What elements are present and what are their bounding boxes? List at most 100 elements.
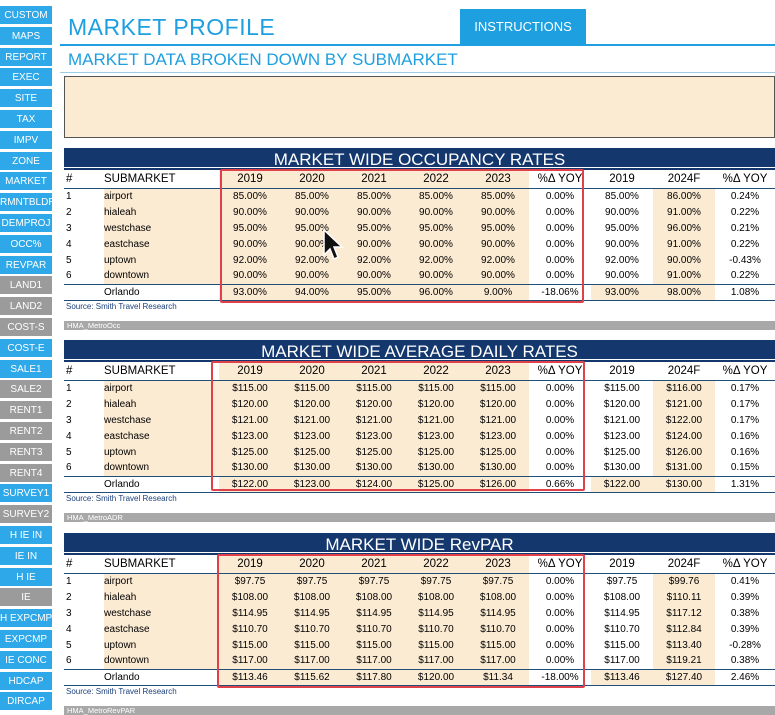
submarket-cell[interactable]: Orlando <box>104 475 219 493</box>
value-cell[interactable]: $110.70 <box>343 621 405 637</box>
row-number-cell[interactable]: 3 <box>66 222 72 234</box>
value-cell[interactable]: $117.80 <box>343 668 405 686</box>
value-cell[interactable]: $117.00 <box>467 653 529 669</box>
value-cell[interactable]: $124.00 <box>343 475 405 493</box>
value-cell[interactable]: $113.46 <box>591 668 653 686</box>
value-cell[interactable]: 0.15% <box>730 462 760 474</box>
sidebar-sheet-button[interactable]: REPORT <box>0 47 52 67</box>
value-cell[interactable]: 0.00% <box>545 446 575 458</box>
row-number-cell[interactable]: 4 <box>66 430 72 442</box>
value-cell[interactable]: 0.17% <box>730 398 760 410</box>
value-cell[interactable]: $123.00 <box>281 428 343 444</box>
sidebar-sheet-button[interactable]: IE <box>0 588 52 608</box>
row-number-cell[interactable]: 3 <box>66 607 72 619</box>
submarket-cell[interactable]: uptown <box>104 444 219 460</box>
value-cell[interactable]: $97.75 <box>281 573 343 589</box>
value-cell[interactable]: 0.16% <box>730 446 760 458</box>
value-cell[interactable]: $125.00 <box>467 444 529 460</box>
value-cell[interactable]: $117.12 <box>653 605 715 621</box>
submarket-cell[interactable]: downtown <box>104 268 219 284</box>
value-cell[interactable]: $114.95 <box>604 607 640 619</box>
value-cell[interactable]: 94.00% <box>281 283 343 301</box>
value-cell[interactable]: $115.00 <box>281 380 343 396</box>
sidebar-sheet-button[interactable]: LAND1 <box>0 276 52 296</box>
value-cell[interactable]: $121.00 <box>219 412 281 428</box>
value-cell[interactable]: $117.00 <box>343 653 405 669</box>
sidebar-sheet-button[interactable]: SALE1 <box>0 359 52 379</box>
value-cell[interactable]: 0.00% <box>545 655 575 667</box>
value-cell[interactable]: $117.00 <box>604 655 640 667</box>
value-cell[interactable]: $126.00 <box>653 444 715 460</box>
value-cell[interactable]: $121.00 <box>467 412 529 428</box>
value-cell[interactable]: 9.00% <box>467 283 529 301</box>
value-cell[interactable]: $114.95 <box>405 605 467 621</box>
submarket-cell[interactable]: uptown <box>104 252 219 268</box>
value-cell[interactable]: 90.00% <box>281 268 343 284</box>
row-number-cell[interactable] <box>64 668 104 686</box>
value-cell[interactable]: $125.00 <box>219 444 281 460</box>
sidebar-sheet-button[interactable]: DEMPROJ <box>0 214 52 233</box>
value-cell[interactable]: $120.00 <box>467 396 529 412</box>
value-cell[interactable]: $115.00 <box>281 637 343 653</box>
value-cell[interactable]: 90.00% <box>605 206 639 218</box>
value-cell[interactable]: 1.08% <box>715 283 775 301</box>
value-cell[interactable]: 0.22% <box>730 206 760 218</box>
submarket-cell[interactable]: airport <box>104 380 219 396</box>
value-cell[interactable]: 93.00% <box>591 283 653 301</box>
sidebar-sheet-button[interactable]: SURVEY2 <box>0 505 52 525</box>
value-cell[interactable]: 90.00% <box>405 236 467 252</box>
value-cell[interactable]: 0.00% <box>545 623 575 635</box>
value-cell[interactable]: $123.00 <box>219 428 281 444</box>
value-cell[interactable]: 95.00% <box>343 220 405 236</box>
value-cell[interactable]: $123.00 <box>405 428 467 444</box>
value-cell[interactable]: 85.00% <box>281 188 343 204</box>
sidebar-sheet-button[interactable]: LAND2 <box>0 297 52 317</box>
row-number-cell[interactable]: 6 <box>66 655 72 667</box>
value-cell[interactable]: 2.46% <box>715 668 775 686</box>
sidebar-sheet-button[interactable]: OCC% <box>0 234 52 254</box>
row-number-cell[interactable]: 1 <box>66 575 72 587</box>
value-cell[interactable]: 0.00% <box>545 591 575 603</box>
value-cell[interactable]: $115.00 <box>343 380 405 396</box>
sidebar-sheet-button[interactable]: REVPAR <box>0 255 52 275</box>
value-cell[interactable]: $114.95 <box>467 605 529 621</box>
value-cell[interactable]: 91.00% <box>653 204 715 220</box>
sidebar-sheet-button[interactable]: H EXPCMP <box>0 609 52 629</box>
sidebar-sheet-button[interactable]: H IE <box>0 567 52 587</box>
value-cell[interactable]: $11.34 <box>467 668 529 686</box>
submarket-cell[interactable]: westchase <box>104 605 219 621</box>
value-cell[interactable]: -0.43% <box>729 254 761 266</box>
value-cell[interactable]: $110.70 <box>467 621 529 637</box>
value-cell[interactable]: 90.00% <box>343 268 405 284</box>
value-cell[interactable]: $110.70 <box>281 621 343 637</box>
sidebar-sheet-button[interactable]: TAX <box>0 110 52 129</box>
submarket-cell[interactable]: westchase <box>104 220 219 236</box>
value-cell[interactable]: $120.00 <box>219 396 281 412</box>
row-number-cell[interactable]: 6 <box>66 462 72 474</box>
sidebar-sheet-button[interactable]: RENT1 <box>0 401 52 421</box>
value-cell[interactable]: $130.00 <box>603 462 641 474</box>
value-cell[interactable]: $130.00 <box>219 460 281 476</box>
value-cell[interactable]: $121.00 <box>405 412 467 428</box>
sidebar-sheet-button[interactable]: COST-S <box>0 318 52 337</box>
value-cell[interactable]: $123.00 <box>281 475 343 493</box>
row-number-cell[interactable]: 1 <box>66 382 72 394</box>
value-cell[interactable]: 93.00% <box>219 283 281 301</box>
value-cell[interactable]: $123.00 <box>467 428 529 444</box>
row-number-cell[interactable] <box>64 475 104 493</box>
value-cell[interactable]: 95.00% <box>343 283 405 301</box>
submarket-cell[interactable]: westchase <box>104 412 219 428</box>
value-cell[interactable]: $115.00 <box>405 637 467 653</box>
value-cell[interactable]: $115.62 <box>281 668 343 686</box>
value-cell[interactable]: $99.76 <box>653 573 715 589</box>
sidebar-sheet-button[interactable]: H IE IN <box>0 526 52 545</box>
value-cell[interactable]: 92.00% <box>219 252 281 268</box>
value-cell[interactable]: $130.00 <box>405 460 467 476</box>
value-cell[interactable]: 0.38% <box>730 655 760 667</box>
value-cell[interactable]: 98.00% <box>653 283 715 301</box>
value-cell[interactable]: 92.00% <box>281 252 343 268</box>
row-number-cell[interactable]: 2 <box>66 398 72 410</box>
value-cell[interactable]: -18.00% <box>529 668 591 686</box>
value-cell[interactable]: 90.00% <box>467 268 529 284</box>
value-cell[interactable]: $97.75 <box>405 573 467 589</box>
